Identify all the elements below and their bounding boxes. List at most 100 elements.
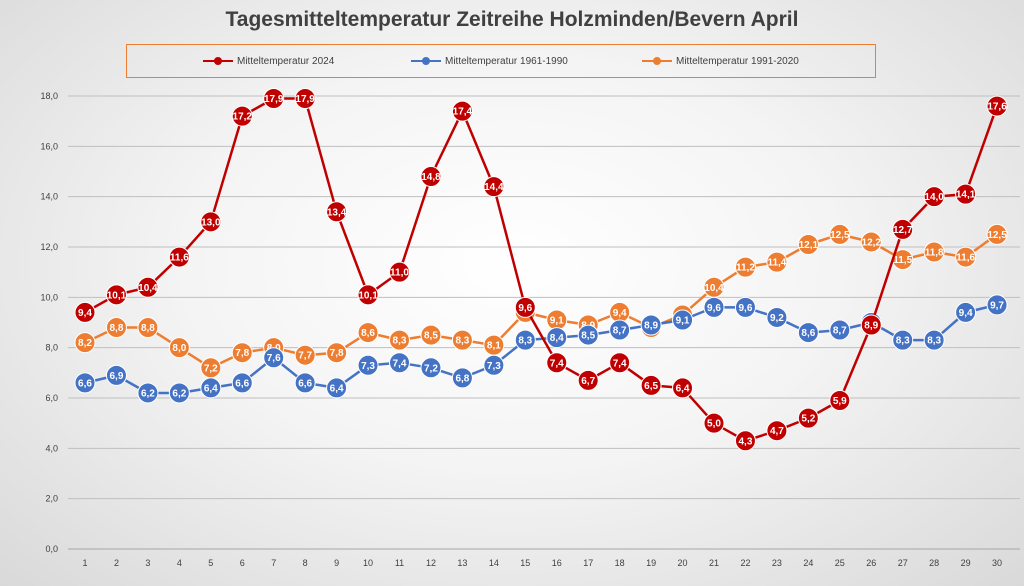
data-point-1961-1990 <box>294 372 316 394</box>
x-tick-label: 26 <box>866 558 876 568</box>
data-label-2024: 11,6 <box>170 253 189 264</box>
x-tick-label: 22 <box>740 558 750 568</box>
data-label-1961-1990: 6,8 <box>455 373 469 384</box>
data-point-2024 <box>74 301 96 323</box>
data-label-1961-1990: 6,4 <box>330 383 344 394</box>
data-point-1961-1990 <box>200 377 222 399</box>
data-label-2024: 13,0 <box>201 217 221 228</box>
legend-item-1991-2020: Mitteltemperatur 1991-2020 <box>642 45 799 77</box>
data-label-2024: 17,6 <box>987 102 1007 113</box>
data-point-2024 <box>766 420 788 442</box>
data-label-2024: 6,7 <box>581 376 595 387</box>
legend-item-2024: Mitteltemperatur 2024 <box>203 45 334 77</box>
y-tick-label: 6,0 <box>45 393 58 403</box>
data-point-1961-1990 <box>389 352 410 374</box>
data-point-2024 <box>294 88 316 110</box>
data-point-2024 <box>168 246 190 268</box>
data-label-2024: 9,4 <box>78 308 92 319</box>
data-point-1991-2020 <box>860 231 882 253</box>
data-label-2024: 5,0 <box>707 419 721 430</box>
data-point-2024 <box>672 377 694 399</box>
data-label-2024: 10,1 <box>358 290 378 301</box>
data-label-1991-2020: 12,5 <box>987 230 1007 241</box>
data-label-1961-1990: 6,4 <box>204 383 218 394</box>
y-tick-label: 2,0 <box>45 494 58 504</box>
data-label-1961-1990: 7,4 <box>393 358 407 369</box>
data-label-2024: 10,1 <box>107 290 127 301</box>
x-tick-label: 3 <box>145 558 150 568</box>
data-label-1991-2020: 11,6 <box>956 253 975 264</box>
data-point-1961-1990 <box>734 296 756 318</box>
data-label-2024: 9,6 <box>518 303 532 314</box>
data-point-2024 <box>231 105 253 127</box>
data-label-1991-2020: 12,5 <box>830 230 850 241</box>
data-point-2024 <box>451 100 473 122</box>
data-label-1961-1990: 6,9 <box>109 371 123 382</box>
data-label-2024: 13,4 <box>327 207 347 218</box>
data-point-2024 <box>892 218 914 240</box>
data-label-1991-2020: 8,1 <box>487 341 501 352</box>
data-label-2024: 8,9 <box>864 321 878 332</box>
data-label-1991-2020: 7,8 <box>235 348 249 359</box>
y-tick-label: 18,0 <box>40 91 58 101</box>
x-tick-label: 24 <box>803 558 813 568</box>
data-point-1961-1990 <box>168 382 190 404</box>
data-label-2024: 17,4 <box>453 107 473 118</box>
data-label-1991-2020: 7,8 <box>330 348 344 359</box>
data-label-1961-1990: 8,3 <box>896 336 910 347</box>
data-point-1991-2020 <box>137 317 159 339</box>
data-label-1991-2020: 8,0 <box>172 343 186 354</box>
data-point-1991-2020 <box>357 322 379 344</box>
x-tick-label: 5 <box>208 558 213 568</box>
data-point-2024 <box>200 211 222 233</box>
y-tick-label: 16,0 <box>40 141 58 151</box>
x-tick-label: 21 <box>709 558 719 568</box>
data-point-1991-2020 <box>105 317 127 339</box>
data-label-1961-1990: 7,3 <box>487 361 501 372</box>
data-label-1991-2020: 8,6 <box>361 328 375 339</box>
data-label-1991-2020: 10,4 <box>704 283 724 294</box>
data-label-1961-1990: 7,2 <box>424 363 438 374</box>
x-tick-label: 10 <box>363 558 373 568</box>
y-tick-label: 14,0 <box>40 192 58 202</box>
data-point-2024 <box>483 176 505 198</box>
data-point-1961-1990 <box>263 347 285 369</box>
x-tick-label: 18 <box>615 558 625 568</box>
data-point-1961-1990 <box>766 306 788 328</box>
x-tick-label: 1 <box>82 558 87 568</box>
data-point-1961-1990 <box>74 372 96 394</box>
data-label-2024: 7,4 <box>550 358 564 369</box>
data-point-2024 <box>137 276 159 298</box>
x-tick-label: 8 <box>303 558 308 568</box>
series-line-2024 <box>84 97 999 443</box>
data-label-1991-2020: 7,2 <box>204 363 218 374</box>
data-label-1961-1990: 8,7 <box>613 326 627 337</box>
data-label-1991-2020: 12,2 <box>862 237 882 248</box>
data-label-1961-1990: 9,6 <box>738 303 752 314</box>
data-point-1991-2020 <box>766 251 788 273</box>
data-label-1991-2020: 8,3 <box>393 336 407 347</box>
data-label-1961-1990: 8,3 <box>518 336 532 347</box>
data-label-1961-1990: 7,3 <box>361 361 375 372</box>
data-label-2024: 17,9 <box>264 94 284 105</box>
data-point-2024 <box>389 261 410 283</box>
data-point-1991-2020 <box>923 241 945 263</box>
data-point-2024 <box>955 183 977 205</box>
data-point-2024 <box>734 430 756 452</box>
data-label-1961-1990: 8,7 <box>833 326 847 337</box>
data-label-2024: 10,4 <box>138 283 158 294</box>
x-tick-label: 6 <box>240 558 245 568</box>
data-label-1991-2020: 12,1 <box>799 240 819 251</box>
data-label-2024: 6,4 <box>676 383 690 394</box>
data-point-2024 <box>609 352 631 374</box>
data-point-1961-1990 <box>483 354 505 376</box>
x-tick-label: 28 <box>929 558 939 568</box>
legend-label-1961-1990: Mitteltemperatur 1961-1990 <box>445 55 568 67</box>
data-label-1991-2020: 8,8 <box>109 323 123 334</box>
data-point-2024 <box>263 88 285 110</box>
data-point-1991-2020 <box>326 342 348 364</box>
data-point-2024 <box>420 166 442 188</box>
data-label-1961-1990: 8,6 <box>801 328 815 339</box>
data-point-1991-2020 <box>231 342 253 364</box>
